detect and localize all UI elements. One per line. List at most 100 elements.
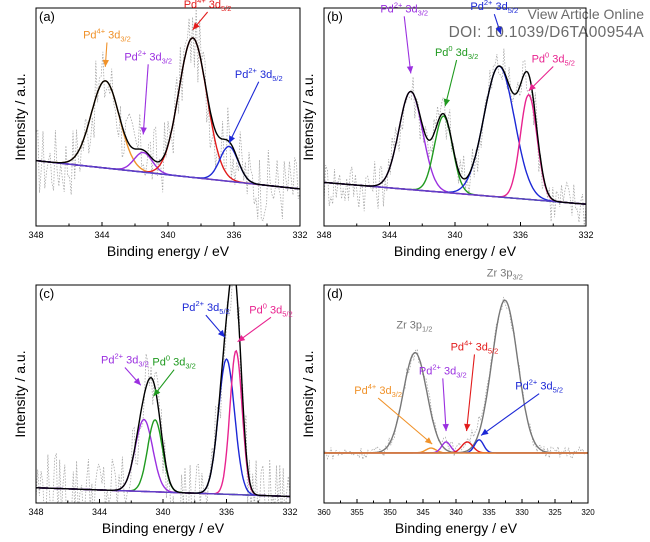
peak-label: Pd0 3d3/2 (152, 354, 195, 371)
annotation-arrowhead (443, 98, 450, 107)
panel-label: (c) (39, 286, 54, 301)
plot-area (36, 8, 300, 222)
annotation-arrowhead (102, 59, 109, 67)
raw-data-series (324, 296, 588, 461)
x-tick-label: 330 (515, 508, 529, 517)
fit-envelope (36, 37, 300, 190)
x-tick-label: 340 (449, 508, 463, 517)
annotation-arrowhead (217, 329, 225, 338)
component-peak-1 (36, 80, 300, 190)
panel-label: (b) (327, 9, 343, 24)
component-peak-4 (36, 349, 290, 498)
raw-data-series (36, 8, 300, 222)
annotation-arrow (442, 378, 447, 432)
x-tick-label: 325 (548, 508, 562, 517)
panel-label: (a) (39, 9, 55, 24)
x-axis-label: Binding energy / eV (102, 520, 225, 536)
peak-label: Pd4+ 3d5/2 (184, 0, 232, 13)
annotation-arrow (403, 16, 412, 74)
annotation-arrowhead (153, 388, 161, 397)
x-axis-label: Binding energy / eV (395, 520, 518, 536)
annotation-arrowhead (481, 428, 489, 436)
peak-label: Pd0 3d5/2 (532, 51, 575, 68)
peak-label: Pd2+ 3d3/2 (380, 0, 428, 17)
x-tick-label: 336 (513, 230, 528, 240)
component-peak-5 (324, 441, 588, 454)
peak-label: Pd2+ 3d5/2 (470, 0, 518, 15)
annotation-arrow (377, 397, 433, 445)
x-tick-label: 355 (350, 508, 364, 517)
x-tick-label: 348 (28, 230, 43, 240)
peak-label: Pd2+ 3d5/2 (515, 378, 563, 395)
fit-envelope (36, 285, 290, 498)
annotation-arrow (480, 393, 540, 436)
peak-label: Pd2+ 3d3/2 (124, 48, 172, 65)
x-axis-label: Binding energy / eV (107, 243, 230, 259)
annotation-arrowhead (406, 66, 414, 74)
x-tick-label: 348 (28, 507, 43, 517)
peak-label: Zr 3p3/2 (487, 267, 523, 281)
y-axis-label: Intensity / a.u. (300, 73, 316, 160)
plot-area (324, 48, 586, 226)
annotation-arrowhead (237, 335, 246, 342)
panel-b: 348 344 340 336 332 Binding energy / eV Intens… (300, 0, 594, 259)
x-tick-label: 344 (382, 230, 397, 240)
annotation-arrowhead (140, 127, 147, 135)
peak-label: Pd2+ 3d5/2 (182, 299, 230, 316)
peak-label: Pd2+ 3d3/2 (419, 362, 467, 379)
annotation-arrow (142, 64, 149, 135)
peak-label: Zr 3p1/2 (396, 320, 432, 334)
peak-label: Pd4+ 3d5/2 (451, 338, 499, 355)
x-tick-label: 320 (581, 508, 595, 517)
x-tick-label: 345 (416, 508, 430, 517)
x-tick-label: 332 (578, 230, 593, 240)
x-tick-label: 335 (482, 508, 496, 517)
raw-data-series (36, 285, 290, 503)
x-tick-label: 344 (92, 507, 107, 517)
x-tick-label: 332 (292, 230, 307, 240)
plot-area (324, 296, 588, 461)
annotation-arrowhead (528, 83, 536, 91)
x-tick-label: 336 (219, 507, 234, 517)
component-peak-4 (36, 145, 300, 190)
y-axis-label: Intensity / a.u. (300, 350, 316, 437)
x-tick-label: 340 (447, 230, 462, 240)
x-tick-label: 348 (316, 230, 331, 240)
x-tick-label: 360 (317, 508, 331, 517)
fit-envelope (324, 65, 586, 205)
x-tick-label: 340 (155, 507, 170, 517)
component-peak-1 (36, 418, 290, 498)
peak-label: Pd0 3d3/2 (435, 44, 478, 61)
peak-label: Pd2+ 3d3/2 (101, 351, 149, 368)
annotation-arrowhead (424, 437, 433, 445)
x-axis-label: Binding energy / eV (394, 243, 517, 259)
annotation-arrowhead (464, 423, 471, 432)
panel-c: 348 344 340 336 332 Binding energy / eV Intens… (12, 284, 298, 536)
panel-label: (d) (327, 286, 343, 301)
peak-label: Pd2+ 3d5/2 (235, 66, 283, 83)
component-peak-3 (324, 65, 586, 205)
x-tick-label: 336 (226, 230, 241, 240)
annotation-arrow (228, 81, 260, 144)
annotation-arrowhead (229, 135, 235, 144)
annotation-arrowhead (442, 423, 449, 432)
annotation-arrow (444, 59, 458, 107)
x-tick-label: 332 (282, 507, 297, 517)
peak-label: Pd0 3d5/2 (249, 301, 292, 318)
annotation-arrowhead (133, 377, 141, 386)
x-tick-label: 344 (94, 230, 109, 240)
plot-area (36, 285, 290, 503)
peak-label: Pd4+ 3d3/2 (354, 382, 402, 399)
annotation-arrowhead (192, 22, 200, 30)
peak-label: Pd4+ 3d3/2 (83, 27, 131, 44)
x-tick-label: 350 (383, 508, 397, 517)
panel-a: 348 344 340 336 332 Binding energy / eV Intens… (12, 0, 308, 259)
annotation-arrowhead (495, 26, 502, 35)
x-tick-label: 340 (160, 230, 175, 240)
annotation-arrow (466, 354, 476, 432)
y-axis-label: Intensity / a.u. (12, 350, 28, 437)
component-peak-3 (36, 358, 290, 498)
y-axis-label: Intensity / a.u. (12, 73, 28, 160)
panel-d: 360 355 350 345 340 335 330 325 320 Binding energ… (300, 267, 595, 536)
